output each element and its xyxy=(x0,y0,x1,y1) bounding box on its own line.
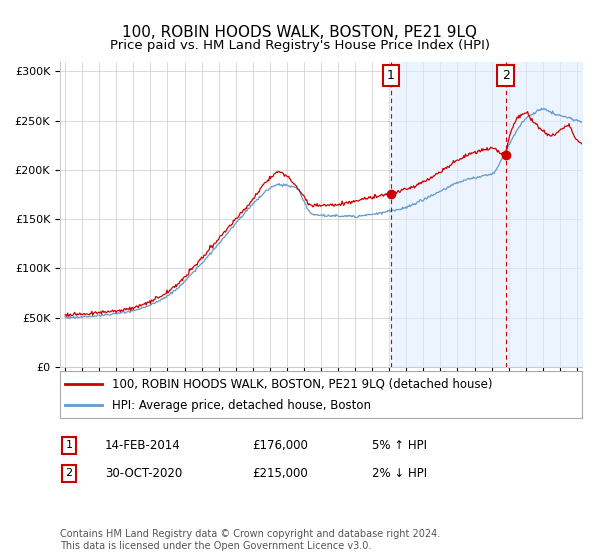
Text: 2: 2 xyxy=(65,468,73,478)
Text: Price paid vs. HM Land Registry's House Price Index (HPI): Price paid vs. HM Land Registry's House … xyxy=(110,39,490,52)
Text: Contains HM Land Registry data © Crown copyright and database right 2024.
This d: Contains HM Land Registry data © Crown c… xyxy=(60,529,440,551)
Text: HPI: Average price, detached house, Boston: HPI: Average price, detached house, Bost… xyxy=(112,399,371,412)
Text: 1: 1 xyxy=(387,69,395,82)
Text: 2: 2 xyxy=(502,69,509,82)
Text: 14-FEB-2014: 14-FEB-2014 xyxy=(105,438,181,452)
Text: 30-OCT-2020: 30-OCT-2020 xyxy=(105,466,182,480)
Text: £176,000: £176,000 xyxy=(252,438,308,452)
Text: £215,000: £215,000 xyxy=(252,466,308,480)
Text: 1: 1 xyxy=(65,440,73,450)
Text: 100, ROBIN HOODS WALK, BOSTON, PE21 9LQ: 100, ROBIN HOODS WALK, BOSTON, PE21 9LQ xyxy=(122,25,478,40)
Text: 5% ↑ HPI: 5% ↑ HPI xyxy=(372,438,427,452)
Text: 100, ROBIN HOODS WALK, BOSTON, PE21 9LQ (detached house): 100, ROBIN HOODS WALK, BOSTON, PE21 9LQ … xyxy=(112,377,493,390)
Text: 2% ↓ HPI: 2% ↓ HPI xyxy=(372,466,427,480)
